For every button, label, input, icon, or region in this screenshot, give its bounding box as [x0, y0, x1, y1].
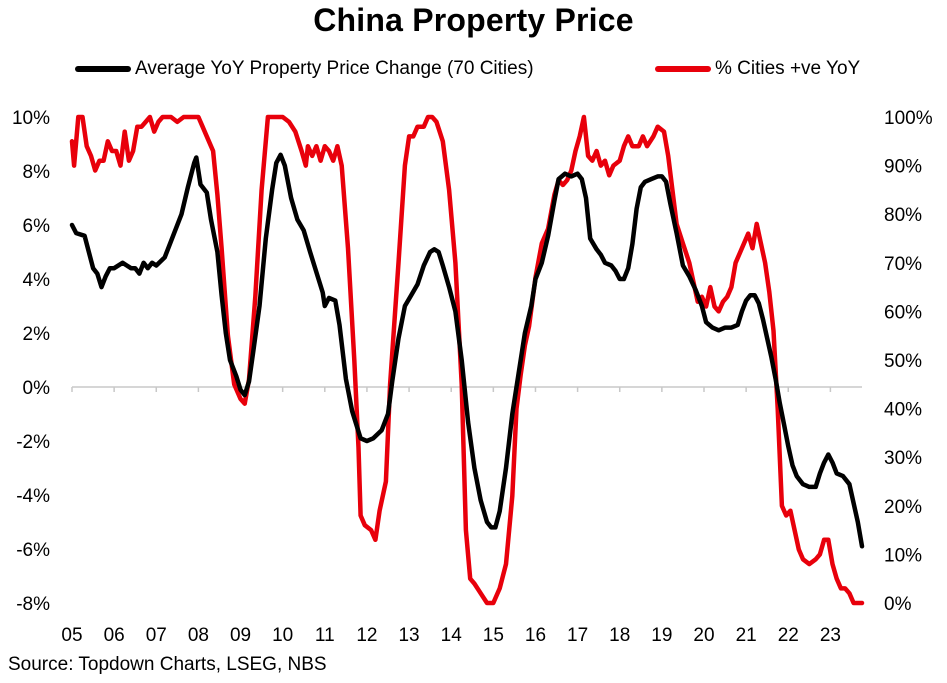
y-left-tick-label: 0% [23, 378, 51, 399]
x-tick-label: 23 [820, 625, 841, 646]
y-left-tick-label: 10% [12, 108, 50, 129]
legend-label-pct-cities: % Cities +ve YoY [715, 58, 861, 79]
legend-label-avg-yoy: Average YoY Property Price Change (70 Ci… [135, 58, 534, 79]
x-tick-label: 08 [188, 625, 209, 646]
y-left-tick-label: -6% [16, 540, 50, 561]
x-tick-label: 15 [483, 625, 504, 646]
y-right-tick-label: 0% [884, 594, 912, 615]
y-left-tick-label: -4% [16, 486, 50, 507]
series-line-avg-yoy [69, 152, 865, 549]
y-left-tick-label: 6% [23, 216, 51, 237]
y-left-tick-label: -8% [16, 594, 50, 615]
y-right-tick-label: 40% [884, 400, 922, 421]
source-note: Source: Topdown Charts, LSEG, NBS [8, 654, 327, 675]
y-left-tick-label: -2% [16, 432, 50, 453]
y-right-tick-label: 10% [884, 545, 922, 566]
legend-item-pct-cities: % Cities +ve YoY [655, 58, 860, 80]
x-tick-label: 10 [272, 625, 293, 646]
legend-item-avg-yoy: Average YoY Property Price Change (70 Ci… [75, 58, 534, 80]
x-tick-label: 13 [398, 625, 419, 646]
x-tick-label: 17 [567, 625, 588, 646]
y-right-tick-label: 70% [884, 254, 922, 275]
y-right-tick-label: 80% [884, 205, 922, 226]
x-tick-label: 16 [525, 625, 546, 646]
y-right-tick-label: 30% [884, 448, 922, 469]
y-left-tick-label: 8% [23, 162, 51, 183]
legend-swatch-black [75, 66, 131, 72]
x-tick-label: 18 [609, 625, 630, 646]
x-tick-label: 20 [693, 625, 714, 646]
x-tick-label: 09 [230, 625, 251, 646]
axes-layer: -8% -6% -4% -2% 0% 2% 4% 6% 8% 10% 0% 10% 20% 30% 40% 5… [12, 108, 933, 646]
x-tick-label: 12 [356, 625, 377, 646]
x-tick-label: 06 [104, 625, 125, 646]
legend-swatch-red [655, 66, 711, 72]
y-right-tick-label: 90% [884, 157, 922, 178]
x-tick-label: 07 [146, 625, 167, 646]
x-tick-label: 22 [778, 625, 799, 646]
y-left-tick-label: 2% [23, 324, 51, 345]
x-tick-label: 05 [61, 625, 82, 646]
series-line-pct-cities [69, 114, 865, 606]
x-tick-label: 19 [651, 625, 672, 646]
x-tick-label: 11 [315, 625, 335, 646]
y-right-tick-label: 60% [884, 302, 922, 323]
series-layer [69, 114, 865, 606]
y-right-tick-label: 20% [884, 497, 922, 518]
x-tick-label: 14 [441, 625, 463, 646]
x-tick-label: 21 [736, 625, 757, 646]
chart-title: China Property Price [313, 2, 634, 38]
legend: Average YoY Property Price Change (70 Ci… [0, 58, 947, 86]
y-left-tick-label: 4% [23, 270, 51, 291]
y-right-tick-label: 100% [884, 108, 933, 129]
y-right-tick-label: 50% [884, 351, 922, 372]
